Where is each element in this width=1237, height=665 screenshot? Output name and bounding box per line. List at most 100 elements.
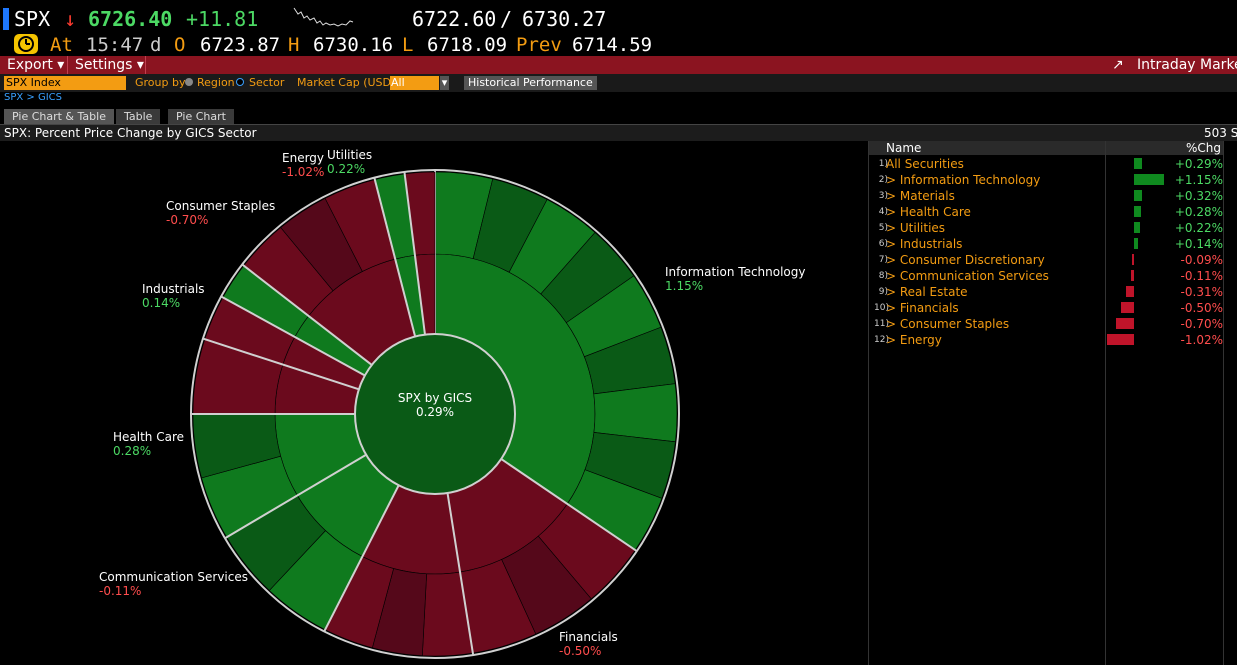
table-row[interactable]: 12) > Energy -1.02% xyxy=(868,332,1237,348)
table-row[interactable]: 7) > Consumer Discretionary -0.09% xyxy=(868,252,1237,268)
pie-center-title: SPX by GICS xyxy=(397,391,473,405)
at-label: At xyxy=(50,34,73,56)
row-change-bar xyxy=(1134,238,1138,249)
sector-separator xyxy=(403,171,426,335)
row-index: 1) xyxy=(878,159,888,169)
row-name[interactable]: > Materials xyxy=(886,189,955,203)
chart-title: SPX: Percent Price Change by GICS Sector xyxy=(4,126,257,140)
row-name[interactable]: > Consumer Staples xyxy=(886,317,1010,331)
ticker-symbol[interactable]: SPX xyxy=(14,7,51,31)
row-change-bar xyxy=(1115,318,1134,329)
group-by-label: Group by xyxy=(135,76,186,89)
row-change-value: +1.15% xyxy=(1174,173,1223,187)
intraday-market-link[interactable]: Intraday Marke xyxy=(1137,57,1237,73)
bid-ask-separator: / xyxy=(500,7,513,31)
subindustry-slice-real-estate[interactable] xyxy=(404,171,436,256)
table-row[interactable]: 10) > Financials -0.50% xyxy=(868,300,1237,316)
table-row[interactable]: 1) All Securities +0.29% xyxy=(868,156,1237,172)
high-label: H xyxy=(288,34,300,56)
row-change-bar xyxy=(1134,206,1142,217)
row-index: 6) xyxy=(878,239,888,249)
launch-icon[interactable]: ↗ xyxy=(1112,57,1124,73)
row-change-bar xyxy=(1134,190,1143,201)
col-header-name-label: Name xyxy=(886,141,922,155)
view-tabs: Pie Chart & Table Table Pie Chart xyxy=(0,109,1237,125)
sector-label[interactable]: Sector xyxy=(249,76,285,89)
breadcrumb[interactable]: SPX > GICS xyxy=(4,92,62,103)
row-change-bar xyxy=(1134,174,1164,185)
export-menu[interactable]: Export ▾ xyxy=(7,57,65,73)
row-index: 3) xyxy=(878,191,888,201)
settings-menu[interactable]: Settings ▾ xyxy=(75,57,144,73)
row-name[interactable]: > Health Care xyxy=(886,205,971,219)
tab-table[interactable]: Table xyxy=(116,109,161,124)
table-row[interactable]: 5) > Utilities +0.22% xyxy=(868,220,1237,236)
row-index: 10) xyxy=(874,303,889,313)
subindustry-slice-information-technology[interactable] xyxy=(593,383,678,443)
row-index: 7) xyxy=(878,255,888,265)
table-row[interactable]: 3) > Materials +0.32% xyxy=(868,188,1237,204)
net-change: +11.81 xyxy=(186,7,259,31)
sector-separator xyxy=(323,484,400,632)
tab-pie-chart[interactable]: Pie Chart xyxy=(168,109,234,124)
table-row[interactable]: 4) > Health Care +0.28% xyxy=(868,204,1237,220)
label-communication-services-name: Communication Services xyxy=(99,570,248,584)
col-header-name[interactable]: Name xyxy=(868,141,1105,155)
region-radio[interactable] xyxy=(185,78,193,86)
row-name[interactable]: > Industrials xyxy=(886,237,963,251)
row-name[interactable]: > Financials xyxy=(886,301,959,315)
table-row[interactable]: 2) > Information Technology +1.15% xyxy=(868,172,1237,188)
label-health-care: Health Care 0.28% xyxy=(113,430,184,458)
row-index: 5) xyxy=(878,223,888,233)
last-price: 6726.40 xyxy=(88,7,173,31)
column-divider xyxy=(1223,141,1224,665)
label-information-technology-value: 1.15% xyxy=(665,279,704,293)
label-utilities-value: 0.22% xyxy=(327,162,366,176)
row-change-value: +0.29% xyxy=(1174,157,1223,171)
ask-price: 6730.27 xyxy=(522,7,607,31)
row-change-bar xyxy=(1131,270,1134,281)
row-name[interactable]: > Energy xyxy=(886,333,942,347)
table-row[interactable]: 11) > Consumer Staples -0.70% xyxy=(868,316,1237,332)
toolbar: SPX Index Group by Region Sector Market … xyxy=(0,74,1237,92)
clock-icon xyxy=(14,34,38,54)
sparkline-chart xyxy=(293,7,354,27)
row-index: 8) xyxy=(878,271,888,281)
row-change-value: -1.02% xyxy=(1180,333,1223,347)
label-industrials-value: 0.14% xyxy=(142,296,181,310)
bid-price: 6722.60 xyxy=(412,7,497,31)
pie-center-value: 0.29% xyxy=(415,405,455,419)
table-row[interactable]: 9) > Real Estate -0.31% xyxy=(868,284,1237,300)
chevron-down-icon[interactable]: ▾ xyxy=(440,76,449,90)
label-energy: Energy -1.02% xyxy=(282,151,324,179)
sector-pie-chart[interactable] xyxy=(0,141,868,665)
market-cap-select[interactable]: All xyxy=(390,76,439,90)
row-name[interactable]: All Securities xyxy=(886,157,964,171)
label-information-technology: Information Technology 1.15% xyxy=(665,265,806,293)
label-utilities-name: Utilities xyxy=(327,148,373,162)
historical-performance-button[interactable]: Historical Performance xyxy=(464,76,597,90)
table-row[interactable]: 6) > Industrials +0.14% xyxy=(868,236,1237,252)
pie-center[interactable] xyxy=(354,333,516,495)
col-header-chg[interactable]: %Chg xyxy=(1106,141,1223,155)
table-row[interactable]: 8) > Communication Services -0.11% xyxy=(868,268,1237,284)
sector-separator xyxy=(500,458,638,552)
label-industrials-name: Industrials xyxy=(142,282,205,296)
index-input[interactable]: SPX Index xyxy=(4,76,126,90)
row-index: 4) xyxy=(878,207,888,217)
sector-separator xyxy=(241,263,373,366)
sector-radio[interactable] xyxy=(236,78,244,86)
ticker-header: SPX ↓ 6726.40 +11.81 6722.60 / 6730.27 xyxy=(0,0,1237,34)
sector-separator xyxy=(202,337,360,391)
row-index: 9) xyxy=(878,287,888,297)
column-divider xyxy=(1105,141,1106,665)
row-name[interactable]: > Utilities xyxy=(886,221,946,235)
row-name[interactable]: > Consumer Discretionary xyxy=(886,253,1045,267)
row-name[interactable]: > Communication Services xyxy=(886,269,1049,283)
pie-center-label: SPX by GICS 0.29% xyxy=(385,391,485,419)
row-name[interactable]: > Information Technology xyxy=(886,173,1041,187)
prev-label: Prev xyxy=(516,34,562,56)
tab-pie-chart-and-table[interactable]: Pie Chart & Table xyxy=(4,109,114,124)
row-name[interactable]: > Real Estate xyxy=(886,285,968,299)
region-label[interactable]: Region xyxy=(197,76,235,89)
